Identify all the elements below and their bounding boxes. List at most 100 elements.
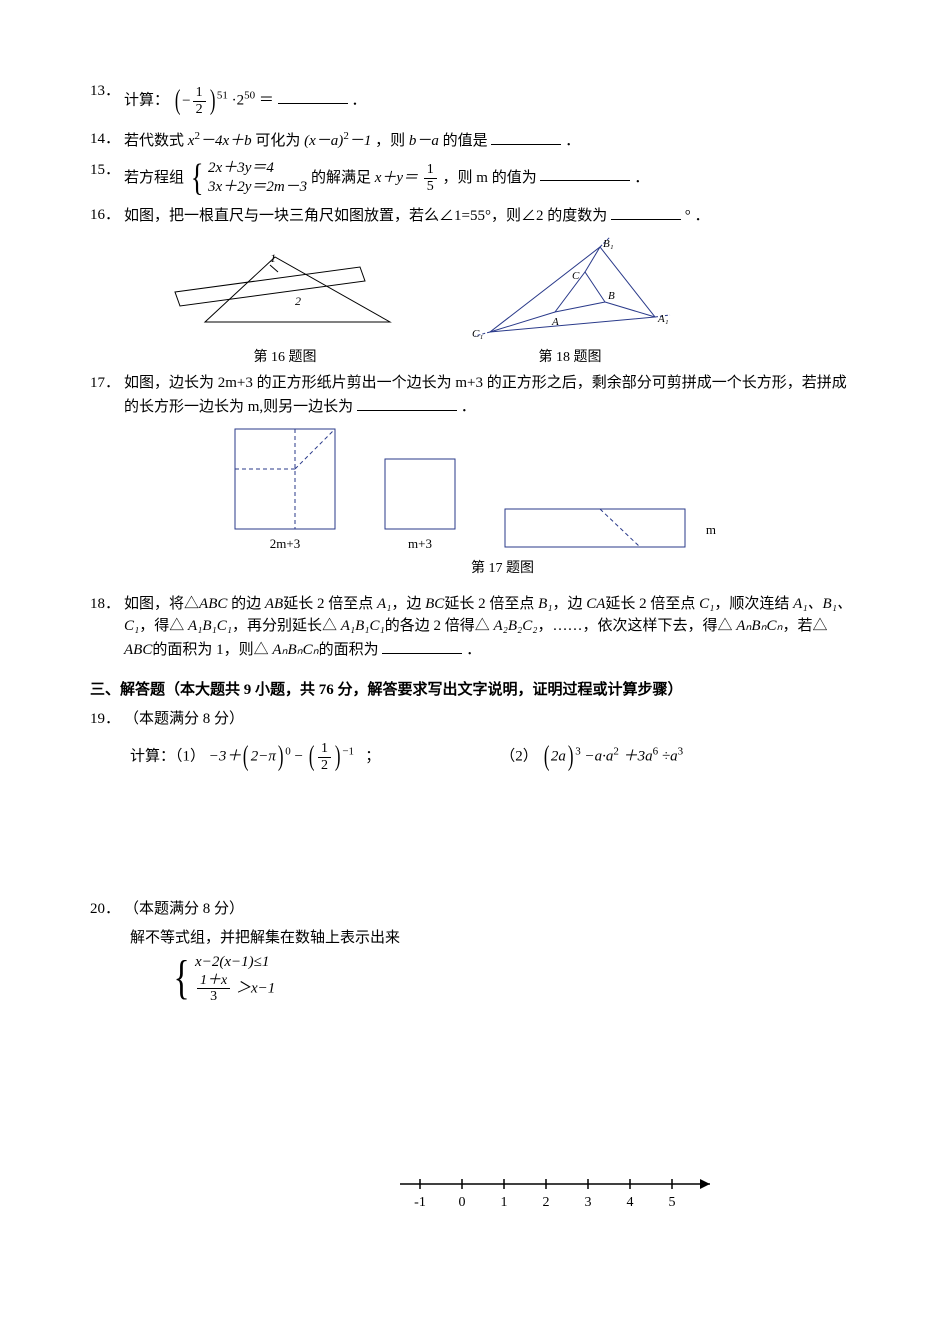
svg-text:1: 1 xyxy=(270,251,276,265)
lparen-icon: ( xyxy=(243,736,249,778)
q20-line1: 解不等式组，并把解集在数轴上表示出来 xyxy=(130,927,855,950)
figure-18: B₁ B C A A₁ C₁ 第 18 题图 xyxy=(460,237,680,368)
section-3-title: 三、解答题（本大题共 9 小题，共 76 分，解答要求写出文字说明，证明过程或计… xyxy=(90,679,855,702)
figure-17-row: 2m+3 m+3 m xyxy=(230,424,855,554)
fig18-caption: 第 18 题图 xyxy=(460,347,680,368)
q14-e2a: (x－a) xyxy=(304,133,343,149)
question-17: 17． 如图，边长为 2m+3 的正方形纸片剪出一个边长为 m+3 的正方形之后… xyxy=(90,372,855,418)
svg-text:A: A xyxy=(551,316,559,328)
svg-text:B₁: B₁ xyxy=(603,238,614,250)
fig17a-svg xyxy=(230,424,340,534)
fig16-caption: 第 16 题图 xyxy=(170,347,400,368)
q17-t1: 如图，边长为 2m+3 的正方形纸片剪出一个边长为 m+3 的正方形之后，剩余部… xyxy=(124,375,847,415)
question-14: 14． 若代数式 x2－4x＋b 可化为 (x－a)2－1 ，则 b－a 的值是… xyxy=(90,128,855,153)
q17-number: 17． xyxy=(90,372,120,395)
spacer xyxy=(90,1004,855,1164)
svg-text:-1: -1 xyxy=(414,1195,426,1210)
q14-body: 若代数式 x2－4x＋b 可化为 (x－a)2－1 ，则 b－a 的值是 ． xyxy=(124,128,855,153)
fig17b-svg xyxy=(380,454,460,534)
q13-body: 计算： (−12)51 ·250 ＝ ． xyxy=(124,80,855,122)
svg-text:3: 3 xyxy=(585,1195,592,1210)
question-19: 19． （本题满分 8 分） xyxy=(90,708,855,731)
q20-header: （本题满分 8 分） xyxy=(124,898,855,921)
question-16: 16． 如图，把一根直尺与一块三角尺如图放置，若么∠1=55°，则∠2 的度数为… xyxy=(90,204,855,228)
svg-text:1: 1 xyxy=(501,1195,508,1210)
svg-text:A₁: A₁ xyxy=(657,313,669,325)
q20-ineq2: 1＋x3 ＞x−1 xyxy=(195,973,275,1005)
svg-text:B: B xyxy=(608,290,615,302)
q15-frac: 15 xyxy=(424,162,437,194)
q13-frac: 12 xyxy=(193,85,206,117)
q17-body: 如图，边长为 2m+3 的正方形纸片剪出一个边长为 m+3 的正方形之后，剩余部… xyxy=(124,372,855,418)
number-line: -1 0 1 2 3 4 5 xyxy=(390,1164,855,1214)
q16-period: ． xyxy=(694,208,709,224)
q13-eq: ＝ xyxy=(259,92,274,108)
q15-t1: 若方程组 xyxy=(124,169,184,185)
rparen-icon: ) xyxy=(278,736,284,778)
rparen-icon: ) xyxy=(209,80,215,122)
q15-body: 若方程组 { 2x＋3y＝4 3x＋2y＝2m－3 的解满足 x＋y＝ 15 ，… xyxy=(124,159,855,198)
q19-part1: 计算：（1） −3＋(2−π)0 − (12)−1 ； xyxy=(130,736,380,778)
q19-frac: 12 xyxy=(318,741,331,773)
question-20: 20． （本题满分 8 分） xyxy=(90,898,855,921)
figure-16: 1 2 第 16 题图 xyxy=(170,237,400,368)
q15-eq2: 3x＋2y＝2m－3 xyxy=(208,178,307,198)
svg-text:2: 2 xyxy=(543,1195,550,1210)
q19-header: （本题满分 8 分） xyxy=(124,708,855,731)
q14-period: ． xyxy=(565,133,580,149)
svg-text:C₁: C₁ xyxy=(472,328,483,340)
q15-system: { 2x＋3y＝4 3x＋2y＝2m－3 xyxy=(188,159,307,198)
fig17-a: 2m+3 xyxy=(230,424,340,554)
q13-exp: 51 xyxy=(217,89,228,101)
q19-content: 计算：（1） −3＋(2−π)0 − (12)−1 ； （2） (2a)3 −a… xyxy=(130,736,855,778)
svg-text:4: 4 xyxy=(627,1195,634,1210)
q14-e1b: －4 xyxy=(200,133,223,149)
brace-icon: { xyxy=(173,959,189,997)
q19-number: 19． xyxy=(90,708,120,731)
svg-text:0: 0 xyxy=(459,1195,466,1210)
q15-t2: 的解满足 xyxy=(311,169,371,185)
q19-part2: （2） (2a)3 −a·a2 ＋3a6 ÷a3 xyxy=(500,736,683,778)
lparen-icon: ( xyxy=(543,736,549,778)
q16-body: 如图，把一根直尺与一块三角尺如图放置，若么∠1=55°，则∠2 的度数为 ° ． xyxy=(124,204,855,228)
q15-number: 15． xyxy=(90,159,120,182)
svg-text:2: 2 xyxy=(295,294,301,308)
rparen-icon: ) xyxy=(335,736,341,778)
figure-row-16-18: 1 2 第 16 题图 B₁ B C A xyxy=(170,237,855,368)
q14-t4: 的值是 xyxy=(443,133,488,149)
svg-text:C: C xyxy=(572,270,580,282)
question-13: 13． 计算： (−12)51 ·250 ＝ ． xyxy=(90,80,855,122)
blank xyxy=(278,88,348,104)
rparen-icon: ) xyxy=(568,736,574,778)
question-15: 15． 若方程组 { 2x＋3y＝4 3x＋2y＝2m－3 的解满足 x＋y＝ … xyxy=(90,159,855,198)
svg-text:5: 5 xyxy=(669,1195,676,1210)
fig17c-label: m xyxy=(706,520,716,540)
q14-t3: ，则 xyxy=(375,133,405,149)
q13-dot: ·2 xyxy=(232,92,245,108)
q20-number: 20． xyxy=(90,898,120,921)
q14-t2: 可化为 xyxy=(255,133,300,149)
lparen-icon: ( xyxy=(309,736,315,778)
fig17-b: m+3 xyxy=(380,454,460,554)
fig17-caption: 第 17 题图 xyxy=(150,558,855,579)
blank xyxy=(357,395,457,411)
fig17b-label: m+3 xyxy=(380,534,460,554)
q18-number: 18． xyxy=(90,593,120,616)
q14-e1c: x＋b xyxy=(222,133,251,149)
blank xyxy=(611,204,681,220)
q17-period: ． xyxy=(461,399,476,415)
q15-eq1: 2x＋3y＝4 xyxy=(208,159,307,179)
q13-exp2: 50 xyxy=(244,89,255,101)
q16-t1: 如图，把一根直尺与一块三角尺如图放置，若么∠1=55°，则∠2 的度数为 xyxy=(124,208,607,224)
fig18-svg: B₁ B C A A₁ C₁ xyxy=(460,237,680,347)
fig16-svg: 1 2 xyxy=(170,237,400,347)
fig17-c: m xyxy=(500,504,700,554)
q13-period: ． xyxy=(351,92,366,108)
q15-expr: x＋y＝ xyxy=(375,169,418,185)
q15-period: ． xyxy=(634,169,649,185)
fig17a-label: 2m+3 xyxy=(230,534,340,554)
q16-number: 16． xyxy=(90,204,120,227)
q14-t1: 若代数式 xyxy=(124,133,184,149)
numberline-svg: -1 0 1 2 3 4 5 xyxy=(390,1164,730,1214)
q20-ineq1: x−2(x−1)≤1 xyxy=(195,953,275,973)
